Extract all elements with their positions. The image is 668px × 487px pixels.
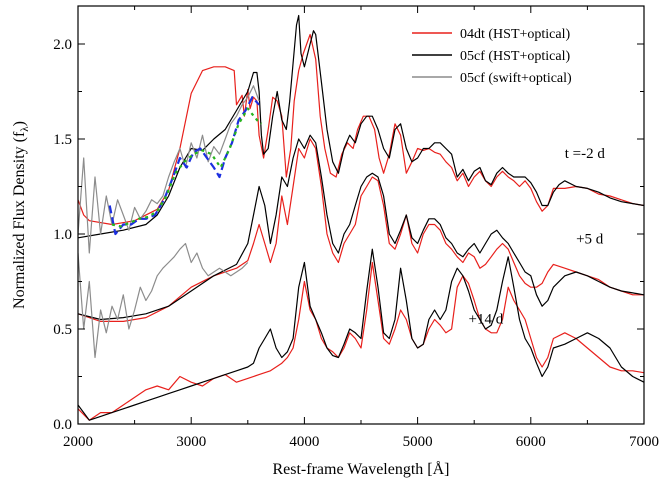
x-tick-label: 2000 <box>63 434 93 450</box>
series-line-model-fit-t-2-d-4 <box>111 107 263 228</box>
y-axis-title: Normalized Flux Density (fλ) <box>11 121 31 309</box>
series-line-04dt-hst-optical-14-d-8 <box>78 261 644 421</box>
series-layer <box>78 14 644 421</box>
legend-label: 05cf (swift+optical) <box>460 71 572 86</box>
x-tick-label: 7000 <box>629 434 659 450</box>
axes-layer: 2000 3000 4000 5000 6000 7000 0.0 0.5 1.0 1.5 2.0 <box>53 6 659 450</box>
y-tick-label: 2.0 <box>53 37 72 53</box>
series-line-05cf-swift-optical-5-d-7 <box>78 242 249 359</box>
y-axis-title-close: ) <box>11 121 28 126</box>
x-tick-label: 3000 <box>176 434 206 450</box>
y-axis-title-main: Normalized Flux Density (f <box>11 131 28 309</box>
x-tick-label: 5000 <box>403 434 433 450</box>
legend-label: 05cf (HST+optical) <box>460 49 570 64</box>
labels-layer: t =-2 d +5 d +14 d <box>469 146 606 327</box>
series-line-05cf-hst-optical-5-d-6 <box>78 134 644 321</box>
y-tick-label: 0.5 <box>53 322 72 338</box>
y-tick-label: 1.5 <box>53 132 72 148</box>
x-axis-title: Rest-frame Wavelength [Å] <box>272 460 449 478</box>
x-tick-label: 6000 <box>516 434 546 450</box>
series-line-05cf-hst-optical-14-d-9 <box>78 248 644 421</box>
epoch-label: +14 d <box>469 311 504 327</box>
series-line-05cf-hst-optical-t-2-d-1 <box>78 14 644 239</box>
epoch-label: t =-2 d <box>565 146 606 162</box>
legend: 04dt (HST+optical) 05cf (HST+optical) 05cf… <box>412 27 572 86</box>
epoch-label: +5 d <box>576 232 604 248</box>
y-axis-title-subscript: λ <box>19 126 31 132</box>
plot-frame <box>77 5 645 425</box>
series-line-04dt-hst-optical-5-d-5 <box>78 138 644 322</box>
x-tick-label: 4000 <box>289 434 319 450</box>
y-tick-label: 0.0 <box>53 417 72 433</box>
series-line-05cf-swift-optical-t-2-d-2 <box>78 85 260 254</box>
series-line-model-fit-t-2-d-3 <box>108 96 260 236</box>
legend-label: 04dt (HST+optical) <box>460 27 570 42</box>
y-tick-label: 1.0 <box>53 227 72 243</box>
